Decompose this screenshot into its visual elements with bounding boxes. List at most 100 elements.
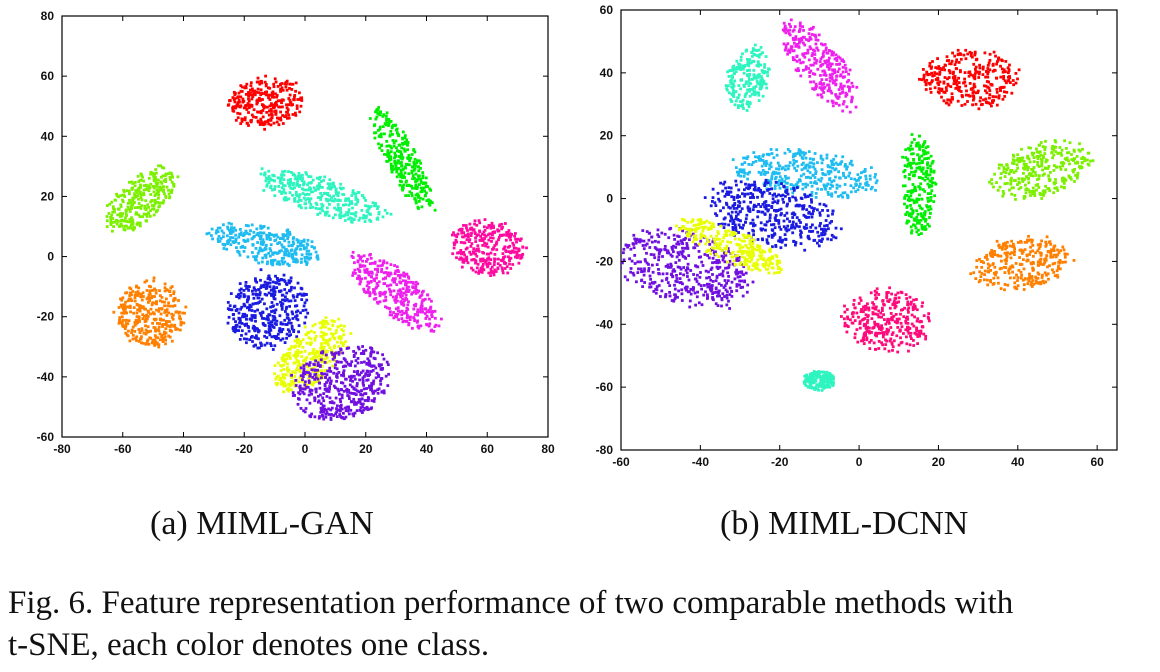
scatter-point xyxy=(300,99,304,102)
scatter-point xyxy=(126,322,130,326)
scatter-point xyxy=(147,342,151,346)
scatter-point xyxy=(294,114,298,117)
scatter-point xyxy=(333,346,336,350)
scatter-point xyxy=(759,171,763,175)
scatter-point xyxy=(484,234,488,238)
scatter-point xyxy=(111,217,115,220)
scatter-point xyxy=(322,192,326,196)
scatter-point xyxy=(295,107,299,110)
scatter-point xyxy=(337,350,341,354)
scatter-point xyxy=(280,181,284,185)
scatter-point xyxy=(230,226,233,229)
scatter-point xyxy=(468,250,472,254)
scatter-point xyxy=(388,158,392,162)
scatter-point xyxy=(753,53,757,57)
scatter-point xyxy=(258,291,262,294)
scatter-point xyxy=(294,190,298,194)
scatter-point xyxy=(496,262,500,266)
scatter-point xyxy=(114,219,118,222)
scatter-point xyxy=(146,315,150,318)
scatter-point xyxy=(406,141,410,144)
scatter-point xyxy=(807,67,810,70)
scatter-point xyxy=(313,246,316,249)
scatter-point xyxy=(397,155,401,158)
scatter-point xyxy=(290,103,293,107)
scatter-point xyxy=(757,155,761,158)
scatter-point xyxy=(386,149,390,152)
scatter-point xyxy=(796,164,800,168)
scatter-point xyxy=(361,345,364,348)
scatter-point xyxy=(824,61,827,65)
scatter-point xyxy=(477,269,481,273)
scatter-point xyxy=(138,337,142,341)
scatter-point xyxy=(976,70,980,74)
scatter-point xyxy=(246,255,250,259)
scatter-point xyxy=(424,181,428,185)
scatter-point xyxy=(263,324,267,327)
scatter-point xyxy=(519,237,523,241)
scatter-point xyxy=(243,324,247,327)
scatter-point xyxy=(248,308,251,312)
scatter-point xyxy=(378,127,382,131)
scatter-point xyxy=(286,352,290,355)
scatter-point xyxy=(382,389,386,393)
scatter-point xyxy=(286,366,289,370)
scatter-point xyxy=(294,379,298,382)
scatter-point xyxy=(303,387,307,391)
scatter-point xyxy=(358,282,362,286)
scatter-point xyxy=(813,33,817,37)
scatter-point xyxy=(344,377,348,381)
scatter-point xyxy=(841,195,844,199)
scatter-point xyxy=(842,100,846,103)
scatter-point xyxy=(809,181,813,184)
scatter-point xyxy=(258,248,262,252)
scatter-point xyxy=(843,183,847,186)
scatter-point xyxy=(130,207,133,210)
scatter-point xyxy=(303,385,307,389)
scatter-point xyxy=(415,159,419,162)
scatter-point xyxy=(464,224,468,227)
scatter-point xyxy=(951,97,954,101)
scatter-point xyxy=(289,333,292,337)
scatter-point xyxy=(181,311,185,315)
scatter-point xyxy=(317,185,321,189)
scatter-point xyxy=(503,245,507,249)
scatter-point xyxy=(286,116,289,120)
scatter-point xyxy=(919,206,922,210)
scatter-point xyxy=(314,372,318,376)
scatter-point xyxy=(837,88,841,91)
y-tick-label: 40 xyxy=(41,129,55,143)
scatter-point xyxy=(250,314,254,317)
scatter-point xyxy=(366,204,370,208)
scatter-point xyxy=(278,249,282,253)
scatter-point xyxy=(394,312,398,316)
scatter-point xyxy=(133,293,137,297)
scatter-point xyxy=(508,262,511,266)
scatter-point xyxy=(417,207,420,210)
scatter-point xyxy=(796,67,800,70)
scatter-point xyxy=(121,193,125,197)
scatter-point xyxy=(184,305,188,309)
scatter-point xyxy=(272,85,276,89)
scatter-point xyxy=(248,338,252,342)
scatter-point xyxy=(303,196,306,200)
scatter-point xyxy=(763,70,767,74)
scatter-point xyxy=(297,239,300,243)
scatter-point xyxy=(148,284,151,288)
scatter-point xyxy=(303,371,307,375)
scatter-point xyxy=(987,86,991,90)
scatter-point xyxy=(432,329,436,333)
scatter-point xyxy=(351,191,355,195)
scatter-point xyxy=(395,170,399,174)
scatter-point xyxy=(487,256,491,260)
scatter-point xyxy=(281,122,285,125)
scatter-point xyxy=(381,215,385,219)
scatter-point xyxy=(283,376,286,380)
scatter-point xyxy=(775,153,779,157)
scatter-point xyxy=(462,258,466,262)
scatter-point xyxy=(849,184,853,188)
scatter-point xyxy=(128,294,132,297)
scatter-point xyxy=(413,167,417,170)
scatter-point xyxy=(130,223,133,227)
scatter-point xyxy=(148,214,152,218)
